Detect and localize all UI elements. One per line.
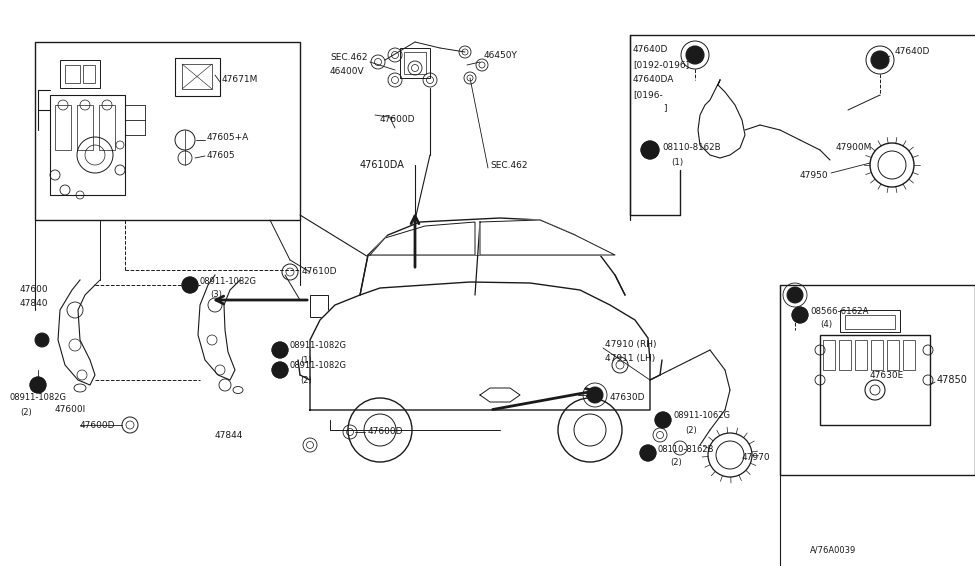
Circle shape [272, 362, 288, 378]
Circle shape [272, 342, 288, 358]
Bar [310, 295, 328, 317]
Bar [845, 315, 895, 329]
Text: 47640DA: 47640DA [633, 75, 675, 84]
Circle shape [182, 277, 198, 293]
Text: 47970: 47970 [742, 453, 770, 462]
Text: 08110-8162B: 08110-8162B [658, 444, 715, 453]
Bar [99, 105, 115, 150]
Text: B: B [645, 451, 650, 456]
Bar [404, 52, 426, 74]
Text: 47950: 47950 [800, 170, 829, 179]
Text: 08911-1082G: 08911-1082G [10, 393, 67, 402]
Bar [55, 105, 71, 150]
Text: 47600D: 47600D [80, 421, 115, 430]
Text: 47840: 47840 [20, 299, 49, 308]
Text: 47844: 47844 [215, 431, 244, 440]
Bar [400, 48, 430, 78]
Text: [0196-: [0196- [633, 91, 663, 100]
Text: 47911 (LH): 47911 (LH) [605, 354, 655, 362]
Polygon shape [310, 282, 650, 410]
Bar [839, 340, 851, 370]
Polygon shape [480, 388, 520, 402]
Text: 47600I: 47600I [55, 405, 86, 414]
Bar [823, 340, 835, 370]
Text: 47610D: 47610D [302, 268, 337, 277]
Text: 47600D: 47600D [380, 115, 415, 125]
Text: 08911-1082G: 08911-1082G [200, 277, 257, 285]
Circle shape [686, 46, 704, 64]
Text: 08911-1082G: 08911-1082G [290, 362, 347, 371]
Text: B: B [647, 147, 652, 153]
Bar [855, 340, 867, 370]
Text: N: N [187, 282, 193, 288]
Text: 47671M: 47671M [222, 75, 258, 84]
Text: 47605+A: 47605+A [207, 134, 250, 143]
Circle shape [655, 412, 671, 428]
Text: 47605: 47605 [207, 151, 236, 160]
Bar [35, 42, 300, 220]
Text: 47600D: 47600D [368, 427, 404, 436]
Circle shape [641, 141, 659, 159]
Bar [175, 58, 220, 96]
Text: 47630D: 47630D [610, 393, 645, 402]
Text: 47850: 47850 [937, 375, 968, 385]
Text: 47640D: 47640D [895, 48, 930, 57]
Bar [65, 65, 80, 83]
Text: SEC.462: SEC.462 [330, 53, 368, 62]
Polygon shape [198, 275, 240, 380]
Text: (2): (2) [20, 408, 32, 417]
Text: (1): (1) [300, 355, 312, 365]
Bar [840, 310, 900, 332]
Text: 08566-6162A: 08566-6162A [810, 307, 869, 316]
Polygon shape [370, 222, 475, 255]
Text: 47610DA: 47610DA [360, 160, 405, 170]
Text: N: N [660, 418, 666, 422]
Text: 08911-1082G: 08911-1082G [290, 341, 347, 350]
Bar [871, 340, 883, 370]
Bar [77, 105, 93, 150]
Text: 46400V: 46400V [330, 67, 365, 76]
Bar [887, 340, 899, 370]
Circle shape [640, 445, 656, 461]
Text: 47640D: 47640D [633, 45, 669, 54]
Text: 46450Y: 46450Y [484, 52, 518, 61]
Polygon shape [480, 220, 615, 255]
Text: 47600: 47600 [20, 285, 49, 294]
Bar [780, 285, 975, 475]
Text: SEC.462: SEC.462 [490, 161, 527, 169]
Bar [50, 95, 125, 195]
Circle shape [35, 333, 49, 347]
Polygon shape [58, 280, 95, 385]
Text: (1): (1) [671, 157, 683, 166]
Text: (2): (2) [300, 375, 312, 384]
Circle shape [792, 307, 808, 323]
Polygon shape [698, 80, 745, 158]
Text: 08110-8162B: 08110-8162B [662, 144, 721, 152]
Circle shape [787, 287, 803, 303]
Circle shape [30, 377, 46, 393]
Text: S: S [798, 312, 802, 318]
Text: 08911-1062G: 08911-1062G [673, 411, 730, 421]
Text: 47910 (RH): 47910 (RH) [605, 341, 656, 349]
Text: 47630E: 47630E [870, 371, 904, 379]
Polygon shape [360, 218, 625, 295]
Text: (3): (3) [210, 290, 222, 299]
Bar [903, 340, 915, 370]
Text: N: N [277, 367, 283, 372]
Bar [60, 60, 100, 88]
Text: 47900M: 47900M [836, 143, 873, 152]
Text: N: N [277, 348, 283, 353]
Text: N: N [35, 383, 41, 388]
Text: (2): (2) [685, 426, 697, 435]
Text: A/76A0039: A/76A0039 [810, 546, 856, 555]
Circle shape [587, 387, 603, 403]
Text: (2): (2) [670, 457, 682, 466]
Text: (4): (4) [820, 320, 832, 329]
Text: [0192-0196]: [0192-0196] [633, 61, 689, 70]
Bar [182, 64, 212, 89]
Text: ]: ] [663, 104, 667, 113]
Bar [820, 335, 930, 425]
Bar [83, 65, 95, 83]
Circle shape [871, 51, 889, 69]
